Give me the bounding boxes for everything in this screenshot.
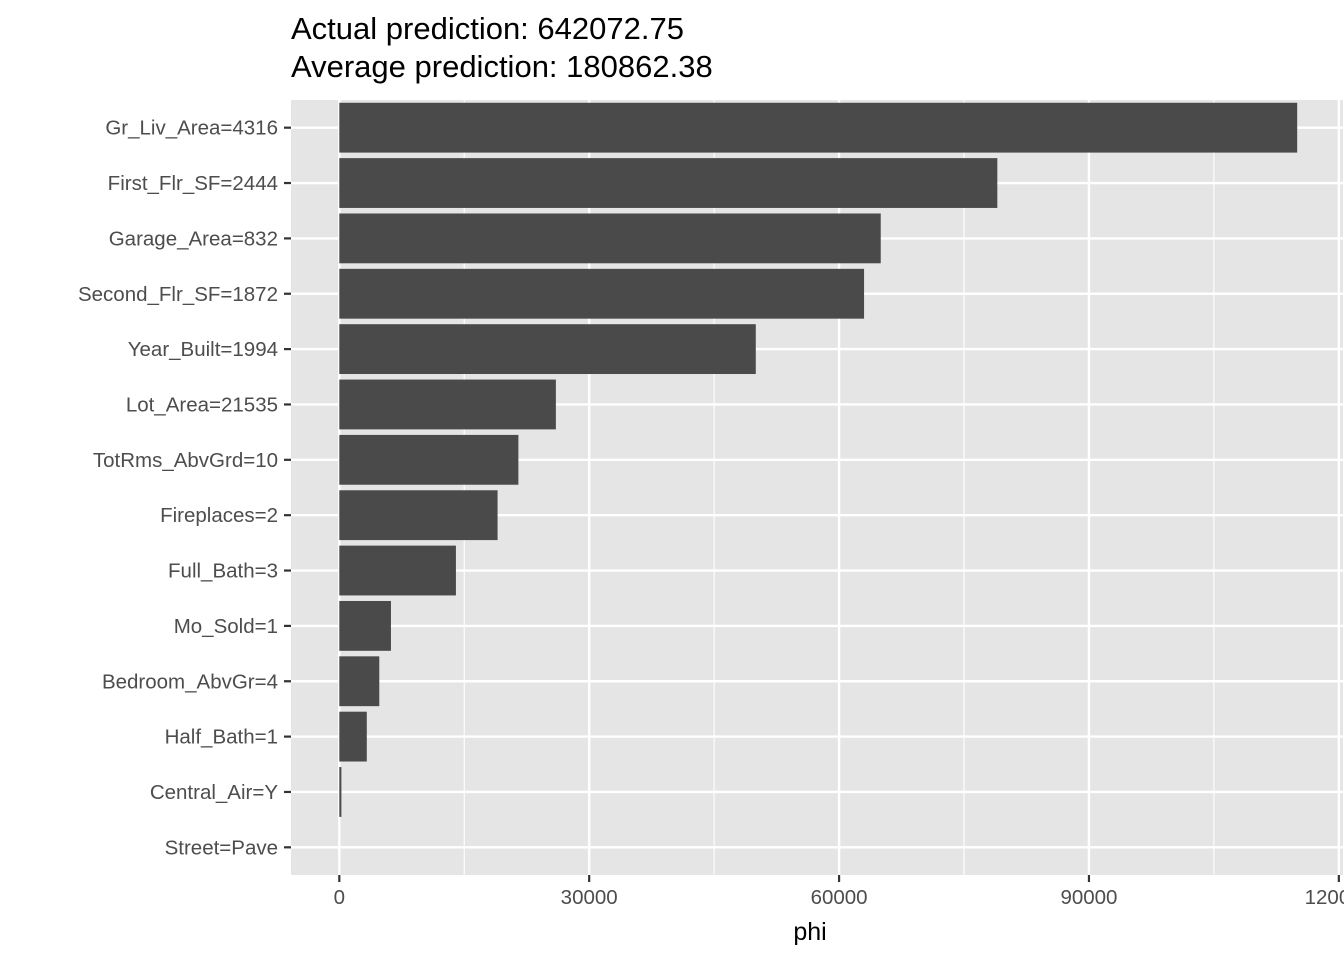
bar — [339, 379, 556, 430]
y-tick-label: First_Flr_SF=2444 — [108, 172, 278, 195]
y-tick-label: Year_Built=1994 — [128, 338, 278, 361]
bar — [339, 434, 519, 485]
bar — [339, 545, 456, 596]
bar — [339, 490, 498, 541]
x-tick-label: 60000 — [811, 886, 868, 909]
y-tick-label: Second_Flr_SF=1872 — [78, 283, 278, 306]
y-axis: Gr_Liv_Area=4316 First_Flr_SF=2444 Garage_… — [78, 117, 291, 859]
x-tick-label: 90000 — [1060, 886, 1117, 909]
x-axis: 0 30000 60000 90000 120000 — [334, 875, 1344, 909]
bar — [339, 268, 865, 319]
bar — [339, 158, 998, 208]
x-tick-label: 120000 — [1305, 886, 1344, 909]
y-tick-label: Gr_Liv_Area=4316 — [105, 117, 278, 140]
bar — [339, 213, 881, 264]
x-tick-label: 0 — [334, 886, 345, 909]
chart-subtitle: Average prediction: 180862.38 — [291, 49, 713, 84]
y-tick-label: TotRms_AbvGrd=10 — [93, 449, 278, 472]
y-tick-label: Lot_Area=21535 — [126, 393, 278, 416]
x-axis-title: phi — [793, 918, 826, 946]
y-tick-label: Garage_Area=832 — [109, 227, 278, 250]
bar — [339, 600, 391, 651]
x-tick-label: 30000 — [561, 886, 618, 909]
y-tick-label: Half_Bath=1 — [165, 726, 278, 749]
bar — [339, 711, 367, 762]
bar — [339, 324, 756, 375]
y-tick-label: Full_Bath=3 — [168, 560, 278, 583]
y-tick-label: Street=Pave — [165, 836, 278, 859]
chart-title: Actual prediction: 642072.75 — [291, 11, 684, 46]
bar — [339, 102, 1298, 153]
bar — [339, 767, 342, 817]
y-tick-label: Mo_Sold=1 — [174, 615, 278, 638]
bars — [339, 102, 1298, 817]
y-tick-label: Fireplaces=2 — [160, 504, 278, 527]
y-tick-label: Central_Air=Y — [150, 781, 279, 804]
bar — [339, 656, 380, 707]
y-tick-label: Bedroom_AbvGr=4 — [102, 670, 278, 693]
